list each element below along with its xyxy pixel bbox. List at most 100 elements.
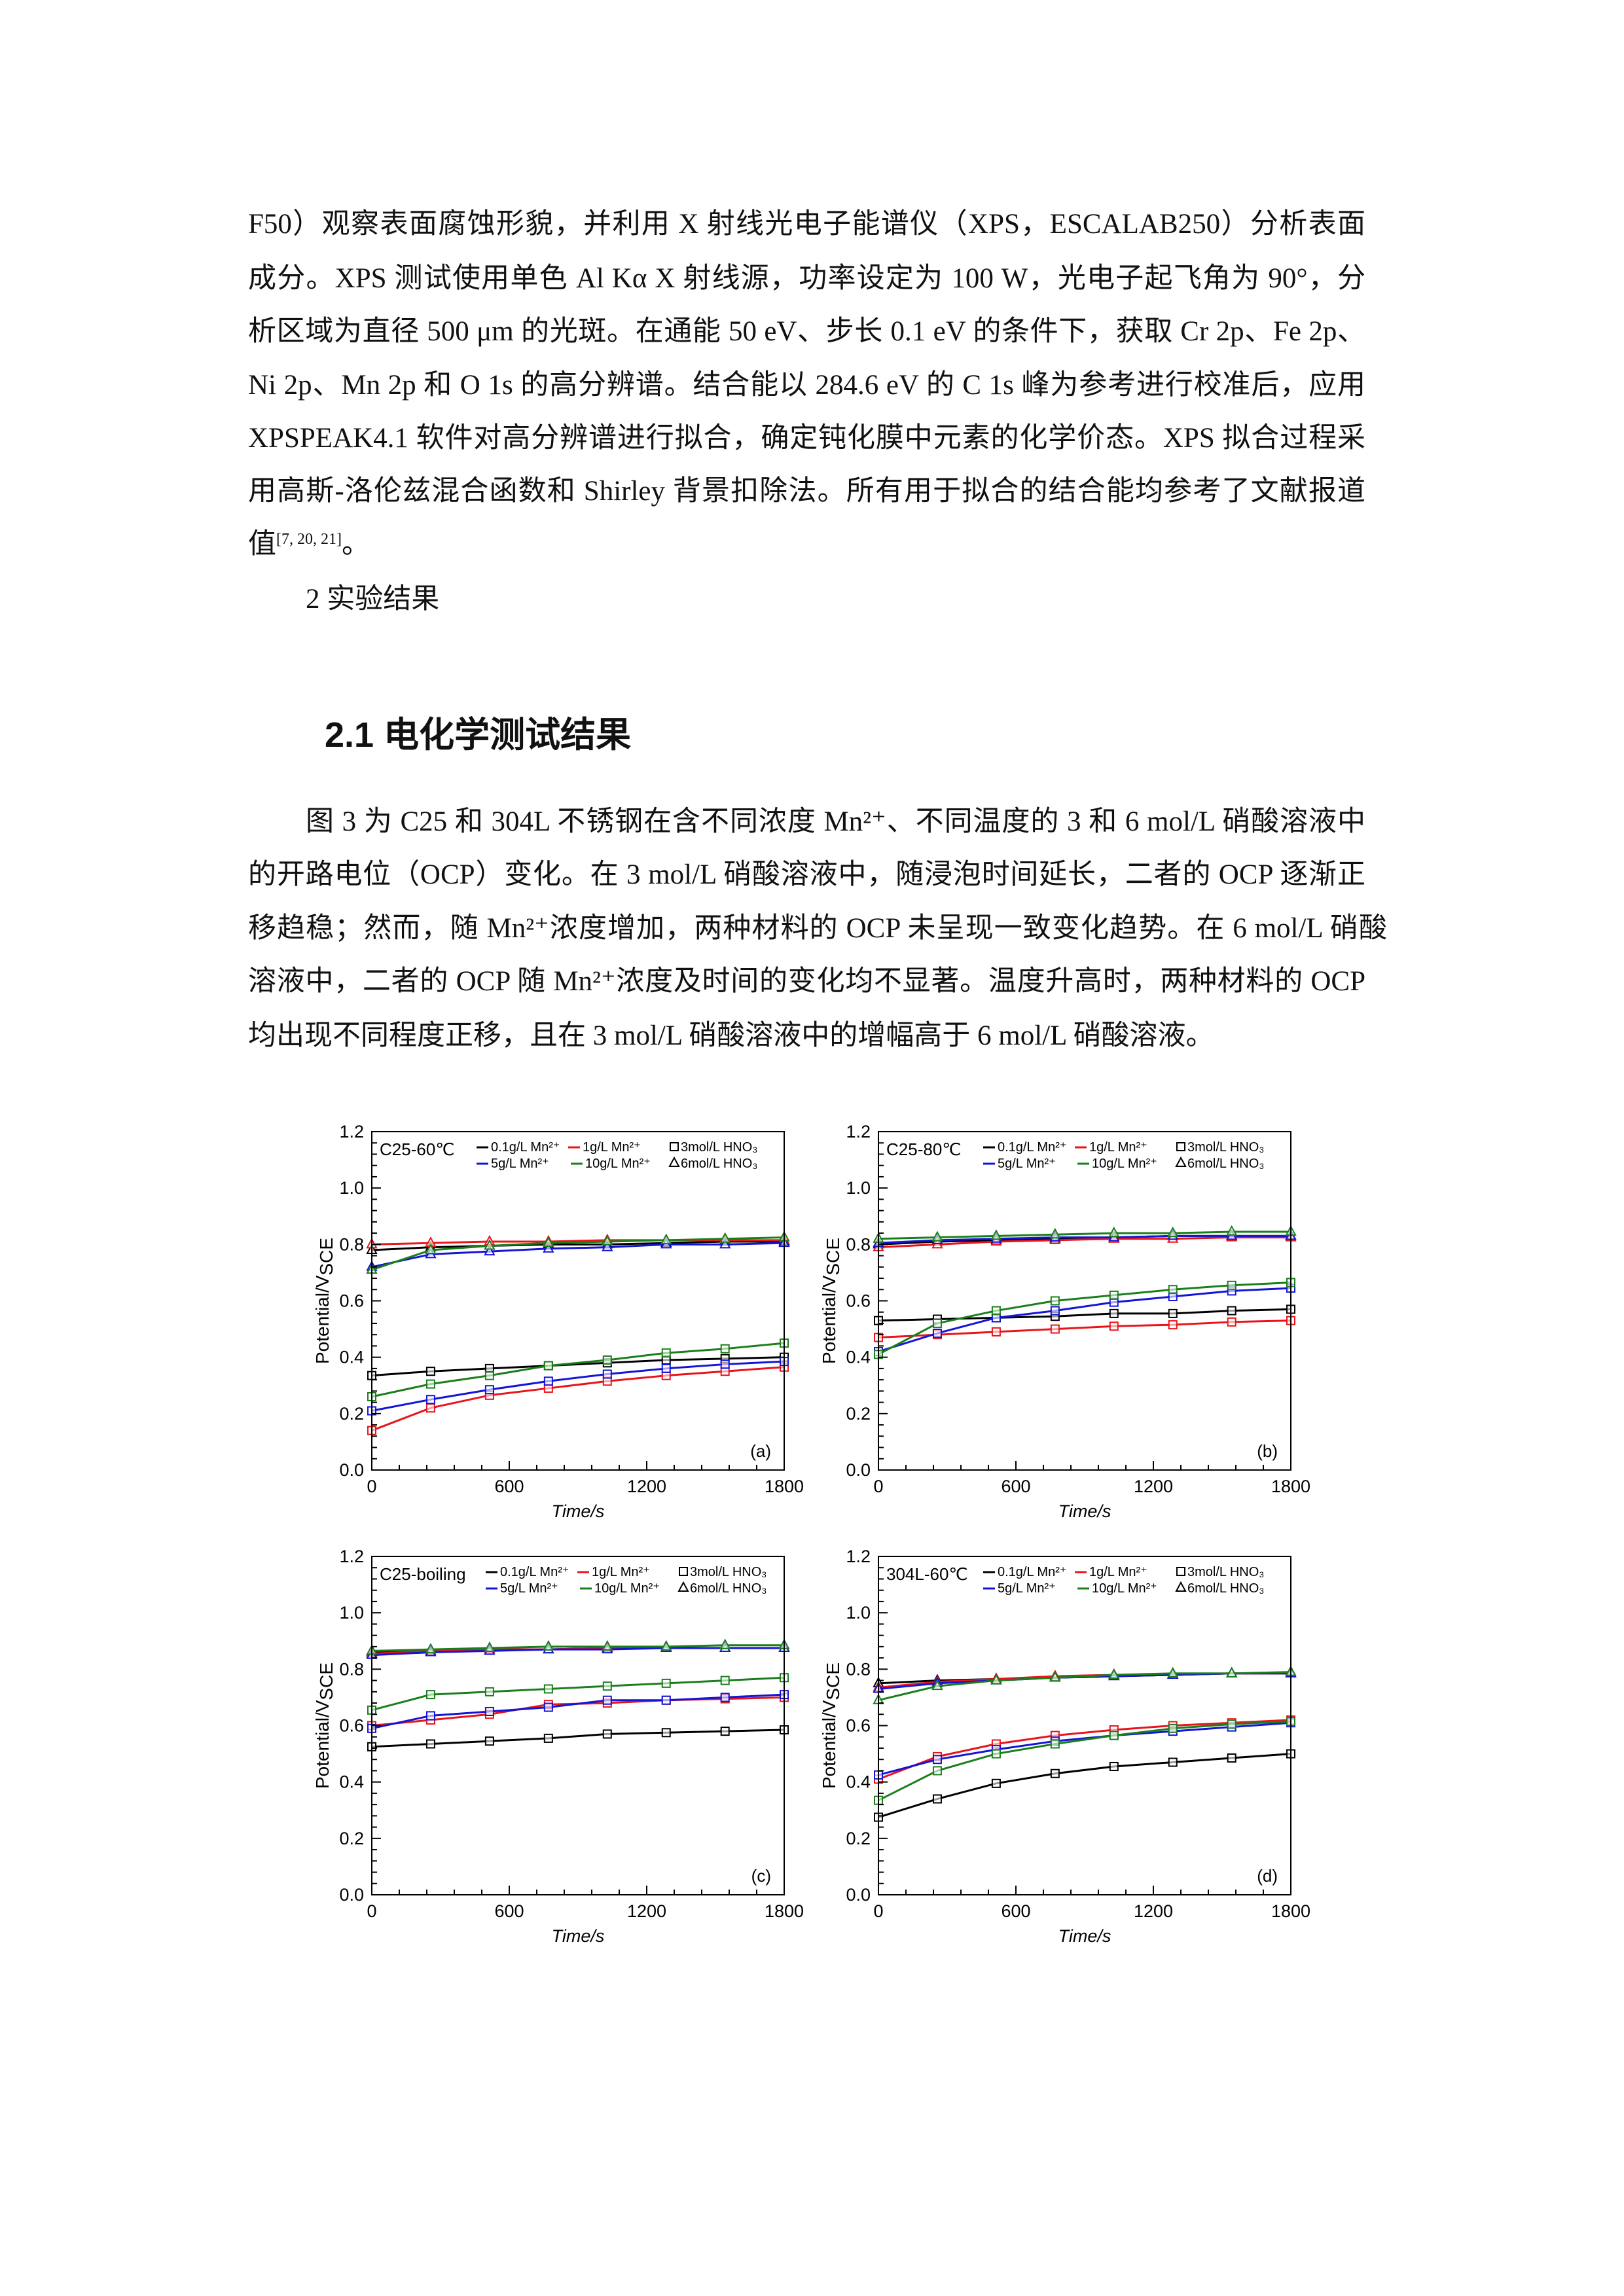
square-marker (484, 1736, 494, 1746)
y-tick-label: 1.2 (339, 1547, 364, 1566)
series-line (878, 1720, 1291, 1802)
square-marker (1227, 1280, 1236, 1290)
series-line (878, 1236, 1291, 1249)
triangle-marker (719, 1232, 731, 1243)
square-marker (1168, 1320, 1178, 1330)
ocp-chart-b: 0 600 1200 1800 0.0 0.2 0.4 0.6 0.8 1.0 1.2 Time/s P… (819, 1122, 1310, 1521)
text-line: 值[7, 20, 21]。 (248, 526, 1365, 563)
triangle-marker (484, 1239, 496, 1250)
triangle-marker (602, 1234, 613, 1246)
y-tick-label: 1.2 (846, 1122, 871, 1141)
series-line (371, 1644, 784, 1652)
triangle-marker (1049, 1671, 1061, 1682)
triangle-marker (1108, 1226, 1120, 1238)
square-marker (484, 1371, 494, 1380)
series-line (371, 1366, 785, 1432)
panel-label: (d) (1257, 1866, 1278, 1886)
triangle-marker (1226, 1666, 1238, 1677)
legend-label: 0.1g/L Mn²⁺ (491, 1140, 560, 1155)
square-marker (720, 1727, 730, 1736)
y-tick-label: 0.8 (846, 1234, 871, 1254)
y-tick-label: 0.4 (339, 1348, 364, 1367)
square-marker (1109, 1321, 1119, 1331)
chart-title: C25-60℃ (380, 1139, 454, 1159)
y-tick-label: 0.6 (339, 1291, 364, 1311)
square-marker (661, 1348, 671, 1358)
plot-frame (878, 1131, 1291, 1471)
legend-label: 10g/L Mn²⁺ (1092, 1157, 1157, 1171)
square-marker (543, 1361, 553, 1371)
series-line (371, 1236, 785, 1271)
x-axis-label: Time/s (552, 1501, 605, 1521)
series-line (878, 1287, 1291, 1353)
triangle-marker (484, 1641, 496, 1653)
triangle-marker (677, 1581, 689, 1592)
triangle-marker (602, 1240, 613, 1251)
y-tick-label: 0.2 (846, 1829, 871, 1848)
plot-frame (371, 1131, 785, 1471)
legend-label: 3mol/L HNO₃ (1187, 1140, 1264, 1155)
y-axis-label-subscript: SCE (316, 1662, 336, 1700)
square-marker (661, 1695, 671, 1705)
square-marker (425, 1395, 435, 1405)
x-tick-label: 0 (873, 1901, 883, 1921)
triangle-marker (484, 1244, 496, 1256)
y-tick-label: 0.4 (339, 1772, 364, 1792)
square-marker (1050, 1296, 1060, 1306)
legend-label: 10g/L Mn²⁺ (594, 1581, 660, 1596)
panel-label: (c) (751, 1866, 771, 1886)
legend-label: 3mol/L HNO₃ (1187, 1565, 1264, 1579)
citation: [7, 20, 21] (276, 531, 342, 548)
triangle-marker (990, 1229, 1002, 1240)
square-marker (425, 1739, 435, 1749)
square-marker (602, 1695, 612, 1705)
square-marker (991, 1327, 1001, 1336)
ocp-chart-c: 0 600 1200 1800 0.0 0.2 0.4 0.6 0.8 1.0 1.2 Time/s P… (312, 1547, 804, 1946)
triangle-marker (1108, 1668, 1120, 1679)
square-marker (720, 1344, 730, 1354)
y-axis-label-main: Potential/V (312, 1275, 333, 1364)
triangle-marker (543, 1640, 554, 1651)
y-tick-label: 0.6 (846, 1291, 871, 1311)
legend-label: 6mol/L HNO₃ (681, 1157, 757, 1171)
square-marker (1176, 1567, 1185, 1576)
text-line: Ni 2p、Mn 2p 和 O 1s 的高分辨谱。结合能以 284.6 eV 的… (248, 370, 1365, 401)
y-tick-label: 1.0 (846, 1603, 871, 1623)
square-marker (661, 1678, 671, 1688)
square-marker (602, 1369, 612, 1379)
legend-label: 6mol/L HNO₃ (1187, 1157, 1264, 1171)
series-line (878, 1671, 1291, 1702)
x-tick-label: 600 (1001, 1477, 1030, 1496)
y-tick-label: 0.6 (846, 1716, 871, 1736)
square-marker (1227, 1317, 1236, 1327)
square-marker (1168, 1757, 1178, 1767)
square-marker (661, 1363, 671, 1373)
legend-label: 5g/L Mn²⁺ (500, 1581, 558, 1596)
text-line: 移趋稳；然而，随 Mn²⁺浓度增加，两种材料的 OCP 未呈现一致变化趋势。在 … (248, 913, 1387, 944)
x-tick-label: 600 (494, 1901, 524, 1921)
triangle-marker (543, 1236, 554, 1247)
text: 值 (248, 529, 276, 560)
triangle-marker (660, 1233, 672, 1244)
text-line: 溶液中，二者的 OCP 随 Mn²⁺浓度及时间的变化均不显著。温度升高时，两种材… (248, 966, 1365, 997)
x-tick-label: 0 (367, 1477, 376, 1496)
triangle-marker (425, 1243, 437, 1254)
square-marker (425, 1367, 435, 1376)
series-line (878, 1308, 1291, 1322)
panel-label: (a) (750, 1441, 771, 1461)
subsection-heading: 2.1 电化学测试结果 (325, 715, 632, 755)
legend-label: 1g/L Mn²⁺ (592, 1565, 650, 1579)
square-marker (1050, 1306, 1060, 1316)
square-marker (932, 1318, 942, 1328)
legend-label: 0.1g/L Mn²⁺ (500, 1565, 569, 1579)
triangle-marker (543, 1242, 554, 1253)
series-line (371, 1242, 785, 1268)
y-tick-label: 0.8 (846, 1659, 871, 1679)
chart-title: 304L-60℃ (886, 1564, 968, 1584)
y-tick-label: 1.2 (339, 1122, 364, 1141)
square-marker (602, 1355, 612, 1365)
square-marker (543, 1684, 553, 1694)
square-marker (1050, 1768, 1060, 1778)
y-tick-label: 0.2 (339, 1829, 364, 1848)
square-marker (425, 1403, 435, 1413)
